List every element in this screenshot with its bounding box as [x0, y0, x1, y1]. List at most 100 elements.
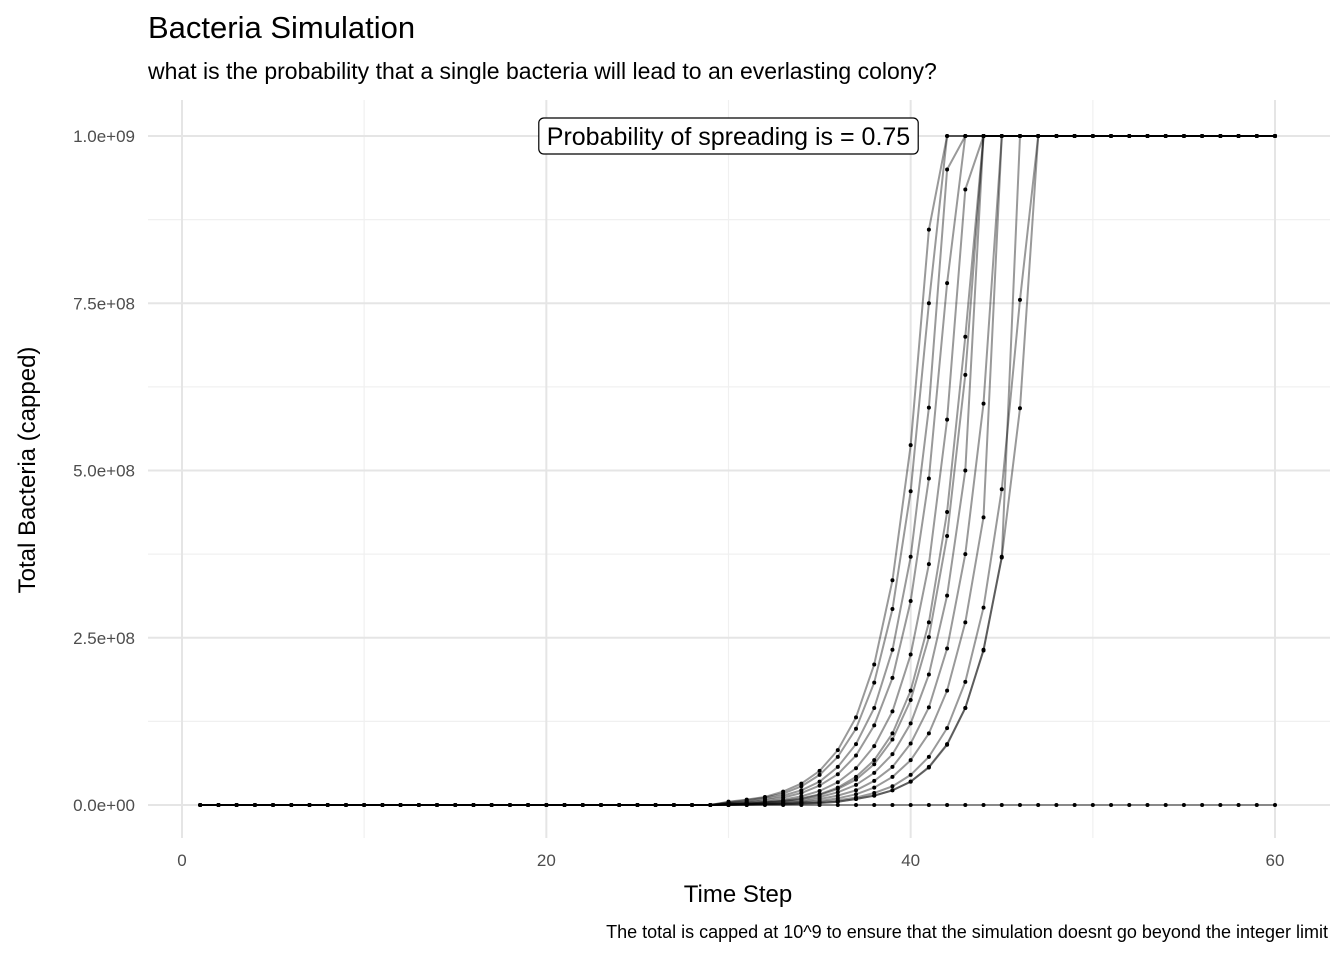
- x-tick-label: 60: [1266, 851, 1285, 870]
- data-point: [926, 803, 931, 807]
- data-point: [926, 476, 931, 481]
- data-point: [1236, 803, 1241, 807]
- data-point: [835, 780, 840, 785]
- data-point: [799, 788, 804, 793]
- data-point: [963, 334, 968, 339]
- data-point: [890, 752, 895, 757]
- data-point: [926, 731, 931, 736]
- data-point: [872, 793, 877, 798]
- data-point: [1017, 803, 1022, 807]
- data-point: [963, 134, 968, 138]
- data-point: [963, 372, 968, 377]
- data-point: [945, 803, 950, 807]
- data-point: [1254, 134, 1259, 138]
- data-point: [817, 792, 822, 797]
- data-point: [945, 134, 950, 138]
- annotation: Probability of spreading is = 0.75: [538, 117, 919, 155]
- data-point: [835, 790, 840, 795]
- data-point: [890, 578, 895, 583]
- data-point: [635, 803, 640, 807]
- x-tick-label: 20: [537, 851, 556, 870]
- data-point: [1218, 134, 1223, 138]
- series-line-run-b: [200, 135, 1275, 806]
- data-point: [835, 772, 840, 777]
- data-point: [835, 786, 840, 791]
- x-axis-title: Time Step: [684, 881, 792, 908]
- data-point: [945, 593, 950, 598]
- data-point: [307, 803, 312, 807]
- data-point: [999, 803, 1004, 807]
- data-point: [926, 754, 931, 759]
- data-point: [908, 554, 913, 559]
- data-point: [872, 744, 877, 749]
- data-point: [854, 715, 859, 720]
- series-line-run-k: [200, 135, 1275, 806]
- data-point: [872, 803, 877, 807]
- data-point: [562, 803, 567, 807]
- data-point: [398, 803, 403, 807]
- data-point: [854, 803, 859, 807]
- x-tick-label: 0: [177, 851, 186, 870]
- chart-caption: The total is capped at 10^9 to ensure th…: [606, 922, 1328, 942]
- data-point: [908, 721, 913, 726]
- data-point: [908, 443, 913, 448]
- data-point: [1072, 803, 1077, 807]
- data-point: [981, 515, 986, 520]
- data-point: [981, 647, 986, 652]
- data-point: [963, 552, 968, 557]
- data-point: [963, 468, 968, 473]
- data-point: [1036, 803, 1041, 807]
- data-point: [817, 788, 822, 793]
- series-line-run-g: [200, 135, 1275, 806]
- data-point: [835, 764, 840, 769]
- data-point: [890, 647, 895, 652]
- series-line-run-a: [200, 135, 1275, 806]
- data-point: [963, 679, 968, 684]
- y-axis-title: Total Bacteria (capped): [14, 347, 41, 594]
- data-point: [817, 772, 822, 777]
- series-line-run-h: [200, 135, 1275, 806]
- data-point: [216, 803, 221, 807]
- data-point: [890, 764, 895, 769]
- series-line-run-i: [200, 135, 1275, 806]
- data-point: [908, 779, 913, 784]
- series-points: [198, 134, 1277, 807]
- data-point: [817, 803, 822, 807]
- series-line-run-e: [200, 135, 1275, 806]
- data-point: [1200, 803, 1205, 807]
- data-point: [471, 803, 476, 807]
- data-point: [835, 803, 840, 807]
- data-point: [781, 798, 786, 803]
- data-point: [854, 753, 859, 758]
- data-point: [817, 779, 822, 784]
- data-point: [908, 758, 913, 763]
- data-point: [1236, 134, 1241, 138]
- data-point: [872, 758, 877, 763]
- data-point: [1145, 134, 1150, 138]
- data-point: [854, 782, 859, 787]
- data-point: [872, 762, 877, 767]
- data-point: [999, 134, 1004, 138]
- data-point: [908, 489, 913, 494]
- data-point: [799, 796, 804, 801]
- data-point: [945, 534, 950, 539]
- data-point: [890, 803, 895, 807]
- data-point: [963, 187, 968, 192]
- data-point: [890, 709, 895, 714]
- data-point: [854, 792, 859, 797]
- data-point: [890, 788, 895, 793]
- data-point: [981, 134, 986, 138]
- series-line-run-d: [200, 135, 1275, 806]
- data-point: [1072, 134, 1077, 138]
- data-point: [1017, 134, 1022, 138]
- series-line-run-l: [200, 135, 1275, 806]
- data-point: [926, 620, 931, 625]
- data-point: [908, 803, 913, 807]
- data-point: [926, 672, 931, 677]
- y-tick-label: 5.0e+08: [73, 462, 135, 481]
- data-point: [926, 705, 931, 710]
- data-point: [835, 754, 840, 759]
- data-point: [416, 803, 421, 807]
- data-point: [1163, 803, 1168, 807]
